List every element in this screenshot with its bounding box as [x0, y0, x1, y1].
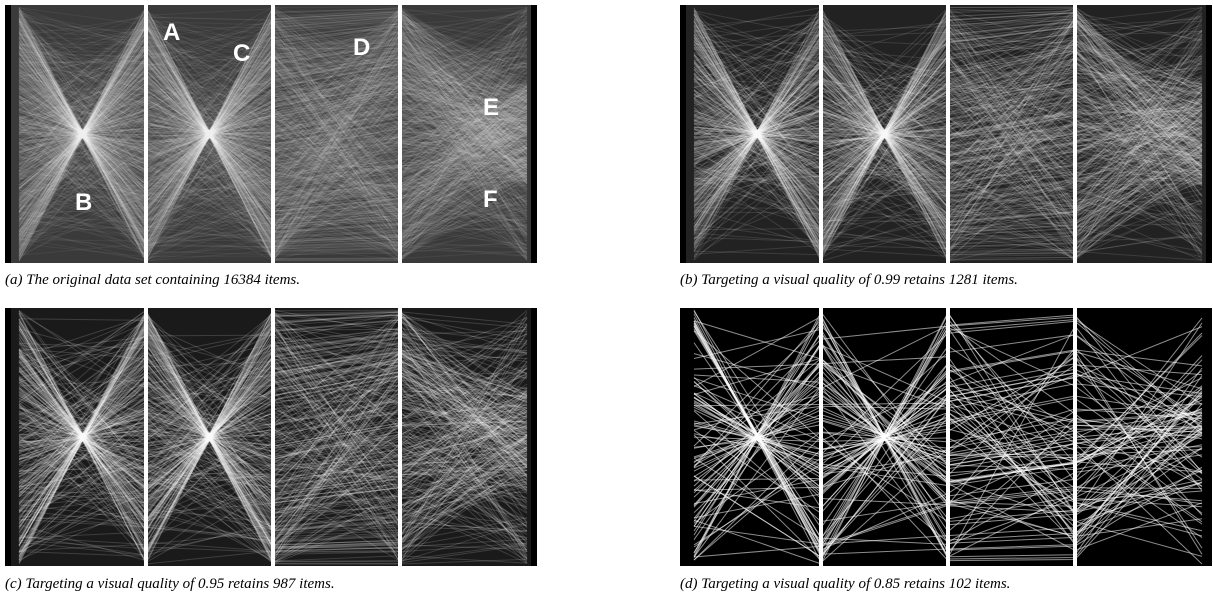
region-label-f: F: [483, 186, 498, 213]
axis-group-b: [680, 5, 1212, 263]
axis-line: [1073, 5, 1077, 263]
axis-line: [946, 308, 950, 566]
axis-line: [819, 308, 823, 566]
axis-line: [946, 5, 950, 263]
axis-line: [1073, 308, 1077, 566]
axis-line: [5, 308, 11, 566]
axis-line: [1206, 308, 1212, 566]
axis-line: [398, 5, 402, 263]
region-label-a: A: [163, 19, 180, 46]
region-label-d: D: [353, 34, 370, 61]
plot-panel-c: [5, 308, 537, 566]
parallel-coordinates-plot-d: [680, 308, 1212, 566]
plot-panel-b: [680, 5, 1212, 263]
polyline-group-a: [5, 5, 537, 263]
axis-line: [271, 5, 275, 263]
axis-line: [144, 308, 148, 566]
parallel-coordinates-plot-b: [680, 5, 1212, 263]
axis-line: [5, 5, 11, 263]
axis-line: [531, 5, 537, 263]
axis-line: [271, 308, 275, 566]
axis-line: [1206, 5, 1212, 263]
plot-panel-a: A B C D E F: [5, 5, 537, 263]
axis-line: [531, 308, 537, 566]
caption-c: (c) Targeting a visual quality of 0.95 r…: [5, 576, 335, 592]
region-label-e: E: [483, 94, 499, 121]
axis-line: [819, 5, 823, 263]
axis-line: [144, 5, 148, 263]
axis-group-a: [5, 5, 537, 263]
parallel-coordinates-plot-c: [5, 308, 537, 566]
caption-b: (b) Targeting a visual quality of 0.99 r…: [680, 272, 1018, 288]
axis-line: [680, 5, 686, 263]
axis-group-c: [5, 308, 537, 566]
caption-d: (d) Targeting a visual quality of 0.85 r…: [680, 576, 1011, 592]
axis-line: [398, 308, 402, 566]
caption-a: (a) The original data set containing 163…: [5, 272, 300, 288]
region-label-b: B: [75, 189, 92, 216]
parallel-coordinates-plot-a: A B C D E F: [5, 5, 537, 263]
axis-group-d: [680, 308, 1212, 566]
axis-line: [680, 308, 686, 566]
plot-panel-d: [680, 308, 1212, 566]
region-label-c: C: [233, 40, 250, 67]
